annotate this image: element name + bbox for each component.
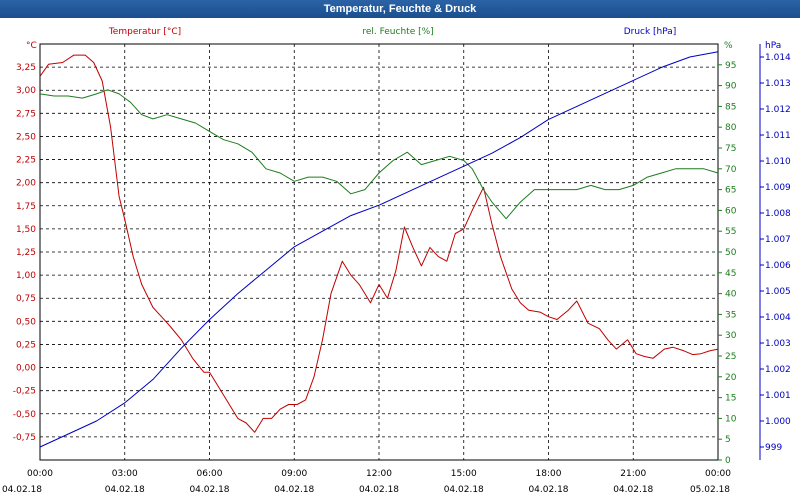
humidity-unit-label: %	[724, 41, 733, 51]
temperature-tick-label: 0,25	[16, 340, 36, 350]
x-tick-date: 04.02.18	[189, 485, 229, 495]
x-tick-time: 06:00	[197, 469, 223, 479]
pressure-tick-label: 1.000	[765, 417, 791, 427]
humidity-tick-label: 35	[725, 310, 736, 320]
temperature-tick-label: -0,25	[13, 387, 36, 397]
temperature-tick-label: 2,25	[16, 156, 36, 166]
x-tick-time: 18:00	[536, 469, 562, 479]
x-tick-date: 05.02.18	[690, 485, 730, 495]
humidity-tick-label: 80	[725, 123, 737, 133]
humidity-tick-label: 5	[725, 435, 731, 445]
temperature-tick-label: 3,25	[16, 63, 36, 73]
x-tick-date: 04.02.18	[105, 485, 145, 495]
grid	[40, 44, 718, 460]
pressure-tick-label: 1.001	[765, 391, 791, 401]
temperature-tick-label: 1,50	[16, 225, 36, 235]
humidity-tick-label: 60	[725, 206, 737, 216]
pressure-tick-label: 1.009	[765, 183, 791, 193]
window-title: Temperatur, Feuchte & Druck	[0, 0, 800, 18]
humidity-tick-label: 20	[725, 373, 737, 383]
x-tick-date: 04.02.18	[359, 485, 399, 495]
humidity-tick-label: 25	[725, 352, 736, 362]
humidity-tick-label: 95	[725, 61, 736, 71]
humidity-tick-label: 75	[725, 144, 736, 154]
x-tick-time: 15:00	[451, 469, 477, 479]
temperature-tick-label: 2,50	[16, 132, 36, 142]
pressure-tick-label: 1.006	[765, 261, 791, 271]
temperature-tick-label: -0,50	[13, 410, 37, 420]
pressure-tick-label: 1.014	[765, 53, 791, 63]
x-tick-time: 12:00	[366, 469, 392, 479]
temperature-tick-label: 0,00	[16, 364, 36, 374]
pressure-tick-label: 1.003	[765, 339, 791, 349]
humidity-tick-label: 50	[725, 248, 737, 258]
chart-background	[0, 18, 800, 500]
humidity-tick-label: 45	[725, 269, 736, 279]
x-tick-time: 09:00	[281, 469, 307, 479]
x-tick-date: 04.02.18	[444, 485, 484, 495]
x-tick-time: 00:00	[27, 469, 53, 479]
pressure-tick-label: 1.004	[765, 313, 791, 323]
series-line-temperature	[39, 54, 719, 433]
humidity-tick-label: 10	[725, 414, 737, 424]
temperature-tick-label: 1,00	[16, 271, 36, 281]
humidity-tick-label: 40	[725, 290, 737, 300]
temperature-tick-label: 2,00	[16, 179, 36, 189]
humidity-tick-label: 90	[725, 82, 737, 92]
legend-humidity: rel. Feuchte [%]	[362, 27, 433, 37]
temperature-tick-label: 2,75	[16, 109, 36, 119]
pressure-tick-label: 1.011	[765, 131, 791, 141]
temperature-tick-label: -0,75	[13, 433, 36, 443]
pressure-tick-label: 1.008	[765, 209, 791, 219]
legend-temperature: Temperatur [°C]	[108, 27, 181, 37]
pressure-tick-label: 1.012	[765, 105, 791, 115]
pressure-tick-label: 1.010	[765, 157, 791, 167]
pressure-tick-label: 1.013	[765, 79, 791, 89]
humidity-tick-label: 0	[725, 456, 731, 466]
temperature-tick-label: 0,75	[16, 294, 36, 304]
x-tick-date: 04.02.18	[2, 485, 42, 495]
x-tick-date: 04.02.18	[528, 485, 568, 495]
temperature-tick-label: 1,25	[16, 248, 36, 258]
pressure-tick-label: 1.002	[765, 365, 791, 375]
tick-labels: -0,75 -0,50 -0,25 0,00 0,25 0,50 0,75 1,00 1,25 1…	[2, 53, 791, 495]
x-tick-date: 04.02.18	[274, 485, 314, 495]
legend-pressure: Druck [hPa]	[624, 27, 677, 37]
x-tick-time: 21:00	[620, 469, 646, 479]
x-tick-time: 00:00	[705, 469, 731, 479]
humidity-tick-label: 15	[725, 394, 736, 404]
humidity-tick-label: 30	[725, 331, 737, 341]
pressure-unit-label: hPa	[765, 41, 781, 51]
series-layer	[39, 51, 719, 448]
series-line-humidity	[39, 89, 719, 220]
x-tick-time: 03:00	[112, 469, 138, 479]
humidity-tick-label: 55	[725, 227, 736, 237]
temperature-tick-label: 1,75	[16, 202, 36, 212]
series-line-pressure	[39, 51, 719, 448]
temperature-tick-label: 3,00	[16, 86, 36, 96]
temperature-unit-label: °C	[26, 41, 37, 51]
pressure-tick-label: 999	[765, 443, 782, 453]
pressure-tick-label: 1.007	[765, 235, 791, 245]
humidity-tick-label: 70	[725, 165, 737, 175]
pressure-tick-label: 1.005	[765, 287, 791, 297]
temperature-tick-label: 0,50	[16, 317, 36, 327]
humidity-tick-label: 65	[725, 186, 736, 196]
humidity-tick-label: 85	[725, 102, 736, 112]
x-tick-date: 04.02.18	[613, 485, 653, 495]
